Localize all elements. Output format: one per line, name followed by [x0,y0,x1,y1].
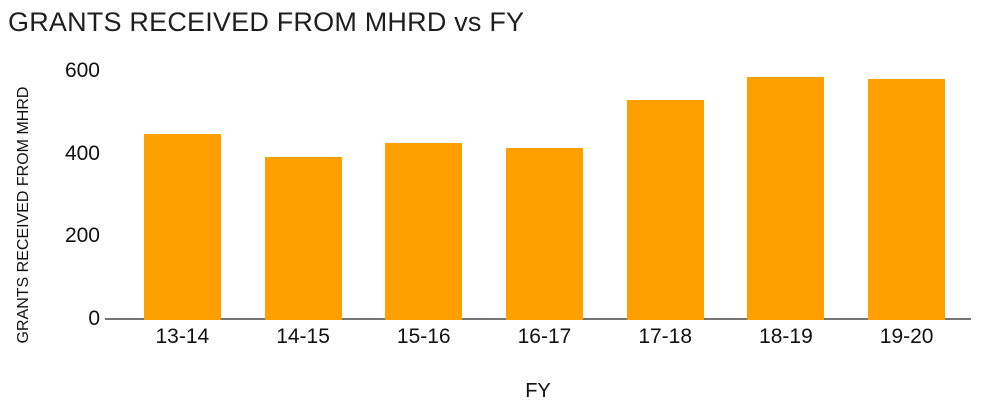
x-tick-label: 14-15 [276,325,330,348]
bar-15-16 [385,142,463,320]
bar-19-20 [868,78,946,320]
y-tick-label: 0 [88,307,100,330]
x-tick-label: 18-19 [759,325,813,348]
bar-14-15 [264,157,342,320]
x-tick-label: 16-17 [517,325,572,348]
bar-16-17 [506,148,583,320]
bar-18-19 [747,77,825,320]
x-tick-label: 19-20 [879,325,934,348]
y-tick-label: 200 [64,224,100,248]
bar-13-14 [143,134,221,320]
x-tick-label: 17-18 [638,325,693,348]
chart-title: GRANTS RECEIVED FROM MHRD vs FY [8,7,525,37]
x-tick-label: 15-16 [396,325,451,348]
bar-17-18 [626,99,704,320]
x-axis-title: FY [525,380,551,402]
y-tick-label: 400 [64,141,100,165]
x-tick-label: 13-14 [155,325,210,348]
y-tick-label: 600 [64,59,100,82]
